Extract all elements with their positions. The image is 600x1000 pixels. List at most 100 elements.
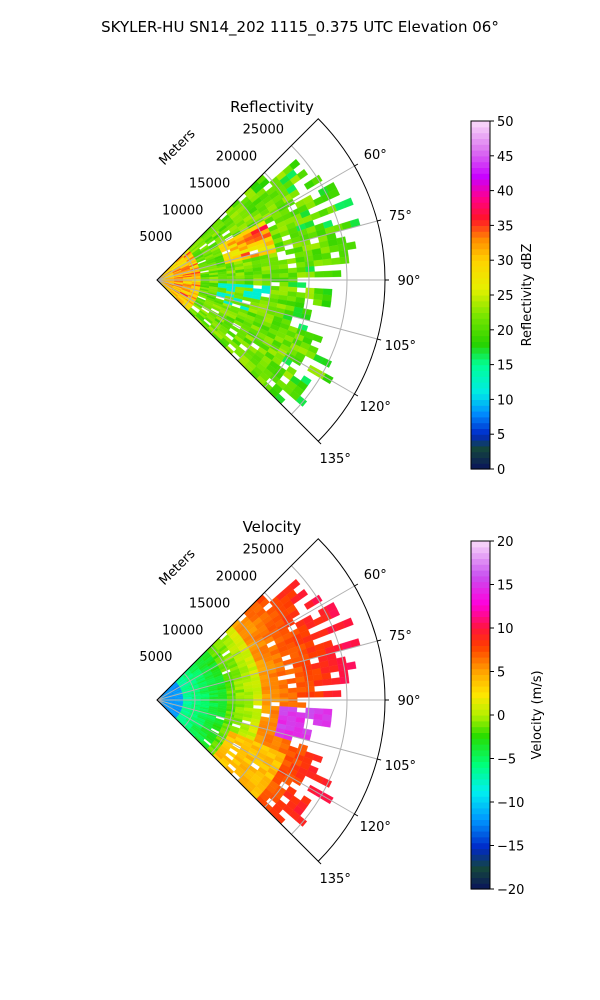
colorbar-segment	[471, 150, 490, 157]
colorbar-tick-label: 10	[497, 393, 514, 408]
colorbar-segment	[471, 587, 490, 594]
colorbar-segment	[471, 300, 490, 308]
reflectivity-grid	[156, 118, 389, 445]
colorbar-segment	[471, 329, 490, 337]
field-cell	[313, 679, 324, 687]
azimuth-tick	[354, 393, 359, 397]
field-cell	[304, 712, 315, 720]
field-cell	[304, 680, 315, 688]
azimuth-tick-label: 120°	[360, 400, 391, 415]
colorbar-segment	[471, 738, 490, 745]
colorbar-segment	[471, 877, 490, 884]
colorbar-segment	[471, 767, 490, 774]
colorbar-segment	[471, 616, 490, 623]
azimuth-tick	[377, 758, 382, 761]
colorbar-segment	[471, 451, 490, 458]
colorbar-tick-label: 35	[497, 219, 514, 234]
colorbar-segment	[471, 358, 490, 366]
field-cell	[284, 248, 295, 256]
field-cell	[261, 701, 272, 707]
colorbar-segment	[471, 387, 490, 395]
colorbar-segment	[471, 364, 490, 371]
colorbar-tick-label: 5	[497, 428, 505, 443]
field-cell	[314, 288, 324, 295]
field-cell	[261, 709, 271, 715]
sector-frame	[156, 538, 386, 862]
colorbar-segment	[471, 842, 490, 849]
colorbar-segment	[471, 219, 490, 226]
colorbar-segment	[471, 213, 490, 221]
field-cell	[226, 275, 237, 279]
field-cell	[296, 588, 309, 600]
colorbar-tick-label: 20	[497, 535, 514, 550]
colorbar-segment	[471, 382, 490, 389]
field-cell	[200, 697, 210, 700]
colorbar-tick-label: 25	[497, 289, 514, 304]
field-cell	[261, 289, 271, 295]
colorbar-segment	[471, 558, 490, 565]
colorbar-segment	[471, 208, 490, 215]
field-cell	[296, 681, 306, 688]
field-cell	[253, 694, 263, 699]
colorbar-segment	[471, 546, 490, 554]
colorbar-tick-label: −10	[497, 796, 524, 811]
colorbar-segment	[471, 610, 490, 617]
field-cell	[209, 696, 219, 700]
colorbar-segment	[471, 564, 490, 571]
field-cell	[330, 257, 341, 265]
azimuth-gridline	[156, 279, 378, 340]
colorbar-segment	[471, 289, 490, 296]
azimuth-tick	[377, 219, 382, 222]
colorbar-segment	[471, 416, 490, 424]
field-cell	[287, 687, 298, 694]
field-cell	[296, 282, 307, 288]
colorbar-segment	[471, 422, 490, 429]
field-cell	[312, 719, 323, 727]
colorbar-segment	[471, 657, 490, 664]
field-cell	[304, 292, 315, 300]
colorbar-segment	[471, 445, 490, 453]
colorbar-segment	[471, 393, 490, 400]
colorbar-segment	[471, 883, 490, 890]
colorbar-segment	[471, 260, 490, 267]
azimuth-tick	[377, 639, 382, 642]
field-cell	[322, 288, 333, 296]
field-cell	[314, 708, 324, 715]
colorbar-segment	[471, 674, 490, 681]
field-cell	[209, 276, 219, 280]
azimuth-gridline	[156, 220, 378, 281]
field-cell	[322, 708, 333, 716]
field-cell	[304, 260, 315, 268]
azimuth-tick	[354, 813, 359, 817]
range-tick-label: 25000	[243, 123, 284, 138]
field-cell	[312, 754, 324, 764]
field-cell	[279, 268, 289, 274]
colorbar-segment	[471, 761, 490, 768]
field-cell	[278, 263, 289, 270]
field-cell	[270, 269, 280, 275]
colorbar-segment	[471, 196, 490, 203]
field-cell	[322, 258, 332, 266]
colorbar-segment	[471, 266, 490, 273]
azimuth-gridline	[156, 699, 378, 760]
colorbar-tick-label: 0	[497, 709, 505, 724]
colorbar-segment	[471, 691, 490, 699]
field-cell	[244, 691, 254, 696]
colorbar-segment	[471, 709, 490, 716]
colorbar-segment	[471, 318, 490, 325]
velocity-panel: Velocity 5000 10000 15000 20000 25000 60° 75°…	[139, 518, 545, 898]
azimuth-tick-label: 60°	[364, 148, 387, 163]
field-cell	[279, 701, 289, 708]
colorbar-segment	[471, 405, 490, 412]
colorbar-segment	[471, 749, 490, 757]
reflectivity-range-axis-label: Meters	[157, 126, 199, 168]
field-cell	[278, 683, 289, 690]
colorbar-segment	[471, 254, 490, 261]
field-cell	[230, 324, 240, 333]
range-tick-label: 10000	[162, 623, 203, 638]
field-cell	[338, 249, 349, 258]
colorbar-segment	[471, 173, 490, 180]
colorbar-tick-label: 15	[497, 359, 514, 374]
colorbar-segment	[471, 726, 490, 733]
colorbar-segment	[471, 680, 490, 687]
